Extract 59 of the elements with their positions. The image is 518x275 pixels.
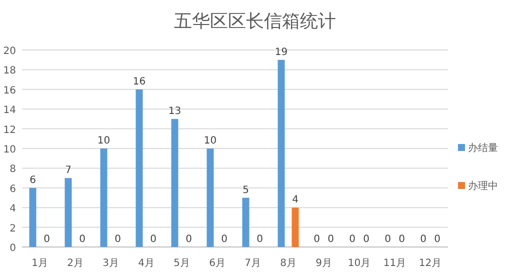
y-tick-label: 2 <box>10 223 16 234</box>
x-tick-label: 2月 <box>67 258 84 269</box>
y-tick-label: 4 <box>10 204 16 215</box>
data-label: 10 <box>97 136 110 146</box>
y-tick-label: 12 <box>3 124 16 136</box>
data-label: 0 <box>398 234 405 245</box>
bar <box>206 148 214 247</box>
legend-label: 办理中 <box>468 180 498 192</box>
data-label: 0 <box>314 234 320 245</box>
legend-label: 办结量 <box>468 142 498 154</box>
x-tick-label: 11月 <box>383 258 406 269</box>
bar <box>171 118 178 247</box>
y-tick-label: 6 <box>10 184 16 195</box>
data-label: 0 <box>420 234 426 245</box>
data-label: 0 <box>328 234 334 245</box>
bar <box>292 208 299 247</box>
y-tick-label: 20 <box>3 46 16 57</box>
data-label: 0 <box>150 234 156 245</box>
y-tick-label: 14 <box>3 105 16 116</box>
x-tick-label: 10月 <box>348 258 371 269</box>
x-tick-label: 9月 <box>316 258 332 269</box>
bar <box>242 198 250 247</box>
y-tick-label: 10 <box>3 144 16 156</box>
data-label: 0 <box>349 234 356 245</box>
data-label: 0 <box>384 234 391 245</box>
y-tick-label: 8 <box>10 164 16 176</box>
bar <box>100 148 108 247</box>
y-tick-label: 0 <box>10 243 16 254</box>
x-tick-label: 5月 <box>174 258 190 269</box>
data-label: 0 <box>256 234 263 245</box>
bar <box>29 188 36 247</box>
y-tick-label: 18 <box>3 66 16 77</box>
data-label: 13 <box>168 106 182 117</box>
y-tick-label: 16 <box>3 85 16 96</box>
data-label: 0 <box>114 234 121 245</box>
data-label: 5 <box>242 184 249 196</box>
data-label: 0 <box>434 234 440 245</box>
x-tick-label: 7月 <box>244 258 261 269</box>
data-label: 4 <box>292 194 298 206</box>
x-tick-label: 6月 <box>209 258 226 269</box>
data-label: 10 <box>204 136 217 146</box>
chart-title: 五华区区长信箱统计 <box>174 11 336 32</box>
data-label: 0 <box>79 234 86 245</box>
x-tick-label: 1月 <box>32 258 48 269</box>
data-label: 19 <box>274 46 288 58</box>
data-label: 16 <box>132 76 146 88</box>
bar <box>136 89 143 247</box>
data-label: 0 <box>221 234 228 245</box>
data-label: 0 <box>363 234 370 245</box>
data-label: 0 <box>44 234 50 245</box>
bar <box>64 178 72 247</box>
bar <box>278 60 285 247</box>
x-tick-label: 4月 <box>138 258 154 269</box>
x-tick-label: 3月 <box>102 258 119 269</box>
data-label: 7 <box>65 165 72 176</box>
data-label: 6 <box>30 174 36 186</box>
data-label: 0 <box>186 234 192 245</box>
x-tick-label: 8月 <box>280 258 296 269</box>
x-tick-label: 12月 <box>418 258 442 269</box>
